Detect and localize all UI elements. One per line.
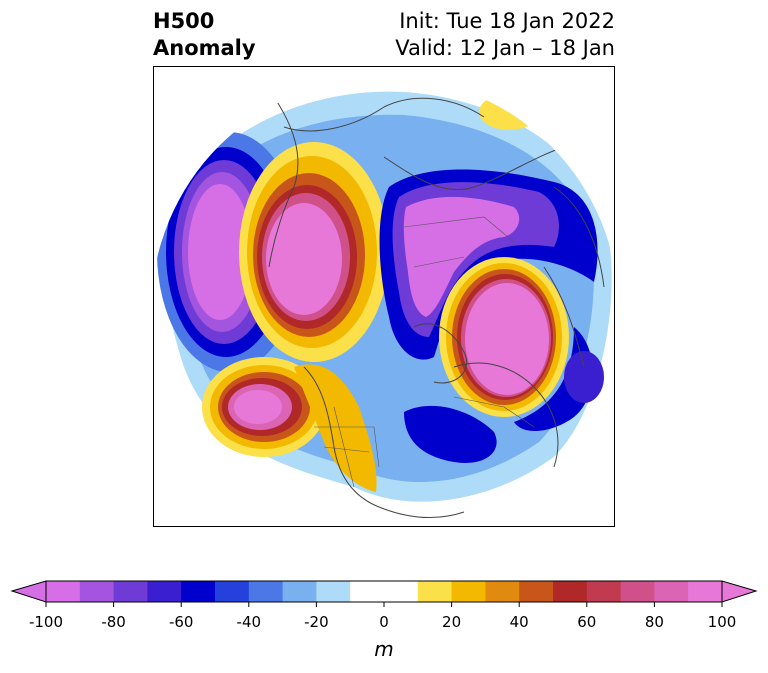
colorbar-extend-low (10, 580, 47, 603)
colorbar-tick-label: -40 (236, 613, 262, 631)
colorbar-unit: m (374, 637, 394, 661)
colorbar-cell (553, 581, 588, 602)
colorbar-cell (451, 581, 486, 602)
colorbar-cell (181, 581, 216, 602)
colorbar-cell (316, 581, 351, 602)
colorbar-tick-label: 40 (509, 613, 529, 631)
positive-anomaly-bering (239, 142, 389, 362)
borders (314, 216, 535, 488)
colorbar-tick-label: 100 (707, 613, 737, 631)
date-info: Init: Tue 18 Jan 2022 Valid: 12 Jan – 18… (395, 8, 615, 62)
colorbar-cell (519, 581, 554, 602)
map-canvas (154, 77, 614, 526)
valid-range: Valid: 12 Jan – 18 Jan (395, 36, 615, 60)
colorbar-tick-label: -100 (28, 613, 64, 631)
colorbar-cell (282, 581, 317, 602)
colorbar-tick-label: -60 (168, 613, 194, 631)
colorbar-cell (654, 581, 689, 602)
colorbar-tick-label: -20 (304, 613, 329, 631)
colorbar-cell (79, 581, 115, 602)
anomaly-map (153, 66, 615, 527)
colorbar (10, 580, 758, 607)
colorbar-tick-label: 80 (644, 613, 664, 631)
colorbar-cell (417, 581, 453, 602)
title-line-2: Anomaly (153, 36, 256, 60)
colorbar-ticks (45, 602, 723, 607)
chart-title: H500 Anomaly (153, 8, 256, 62)
positive-anomaly-europe (439, 257, 569, 417)
colorbar-cell (620, 581, 655, 602)
colorbar-cells (46, 581, 723, 602)
colorbar-cell (46, 581, 81, 602)
colorbar-cell (350, 581, 385, 602)
colorbar-tick-label: 60 (577, 613, 597, 631)
coastlines (268, 96, 605, 518)
colorbar-cell (147, 581, 182, 602)
colorbar-cell (384, 581, 419, 602)
init-date: Init: Tue 18 Jan 2022 (399, 9, 615, 33)
negative-anomaly-east-atlantic (514, 327, 593, 432)
colorbar-cell (215, 581, 250, 602)
colorbar-cell (586, 581, 622, 602)
colorbar-tick-label: 0 (379, 613, 389, 631)
colorbar-cell (113, 581, 148, 602)
colorbar-cell (248, 581, 284, 602)
positive-anomaly-ne-pacific (202, 357, 326, 457)
colorbar-tick-label: -80 (101, 613, 126, 631)
colorbar-tick-label: 20 (442, 613, 462, 631)
positive-anomaly-west-na (294, 364, 377, 492)
colorbar-cell (688, 581, 723, 602)
negative-anomaly-central-asia (564, 351, 604, 403)
title-line-1: H500 (153, 9, 215, 33)
negative-anomaly-arctic (379, 169, 598, 360)
negative-anomaly-nw-atlantic (404, 405, 497, 463)
colorbar-cell (485, 581, 520, 602)
colorbar-extend-high (721, 580, 758, 603)
positive-anomaly-north-asia (479, 94, 539, 130)
